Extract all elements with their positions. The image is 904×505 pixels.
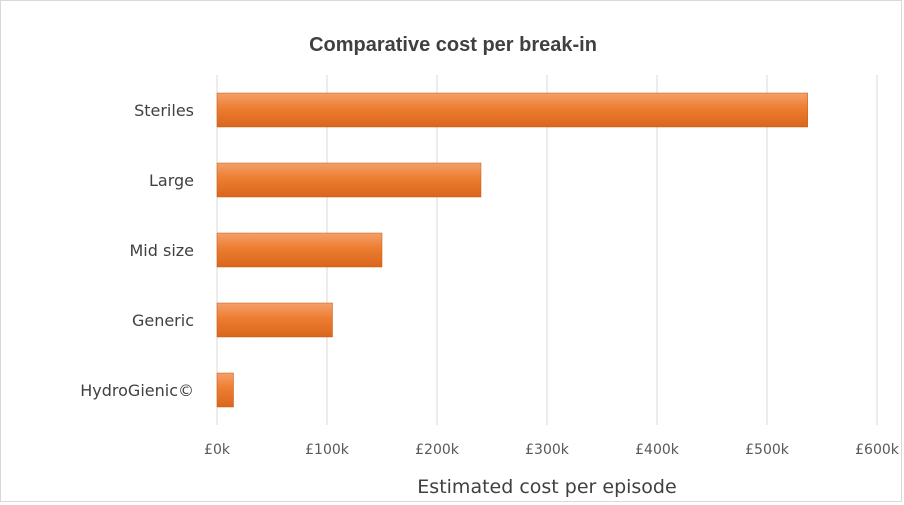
category-labels: Steriles Large Mid size Generic HydroGienic© (80, 101, 194, 400)
x-tick-label: £300k (525, 442, 570, 458)
category-label: Mid size (129, 241, 194, 260)
bar (216, 372, 234, 408)
category-label: Large (149, 171, 194, 190)
x-axis-title: Estimated cost per episode (417, 476, 676, 498)
category-label: Steriles (134, 101, 194, 120)
chart-title: Comparative cost per break-in (309, 34, 597, 56)
bar (216, 232, 383, 268)
grid-layer (216, 75, 878, 425)
x-tick-label: £400k (635, 442, 680, 458)
x-tick-label: £600k (855, 442, 900, 458)
category-label: HydroGienic© (80, 381, 194, 400)
bar (216, 162, 482, 198)
bar-layer (216, 92, 808, 408)
x-tick-label: £200k (415, 442, 460, 458)
x-tick-label: £0k (204, 442, 231, 458)
bar (216, 302, 333, 338)
x-tick-label: £100k (305, 442, 350, 458)
x-tick-labels: £0k £100k £200k £300k £400k £500k £600k (204, 442, 900, 458)
x-tick-label: £500k (745, 442, 790, 458)
category-label: Generic (132, 311, 194, 330)
bar (216, 92, 808, 128)
